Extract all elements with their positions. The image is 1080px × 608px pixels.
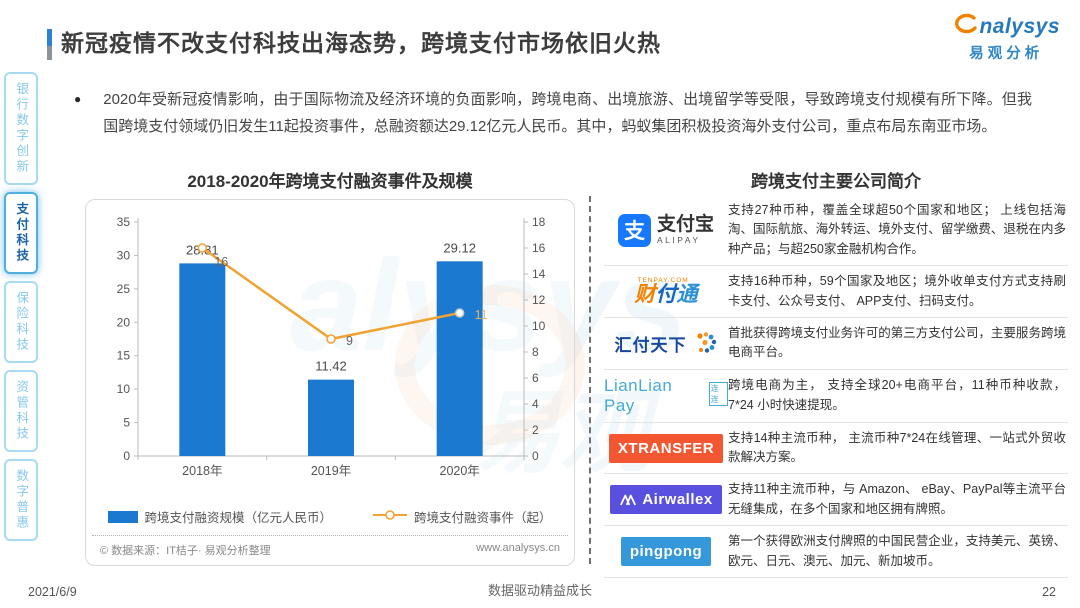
tenpay-logo: TENPAY.COM 财付通 bbox=[634, 276, 698, 307]
chapter-sidebar: 银行数字创新支付科技保险科技资管科技数字普惠 bbox=[4, 72, 38, 541]
company-logo: 支支付宝 ALIPAY bbox=[604, 213, 728, 247]
sidebar-tab-label: 资管科技 bbox=[14, 380, 29, 442]
sidebar-tab-4[interactable]: 资管科技 bbox=[4, 370, 38, 452]
legend-bar-label: 跨境支付融资规模（亿元人民币） bbox=[144, 511, 332, 525]
footer-date: 2021/6/9 bbox=[28, 585, 77, 599]
sidebar-tab-5[interactable]: 数字普惠 bbox=[4, 459, 38, 541]
svg-text:14: 14 bbox=[532, 267, 546, 281]
svg-text:2019年: 2019年 bbox=[311, 464, 351, 478]
alipay-logo: 支支付宝 ALIPAY bbox=[617, 213, 714, 247]
company-row: 汇付天下 首批获得跨境支付业务许可的第三方支付公司，主要服务跨境电商平台。 bbox=[604, 318, 1068, 370]
sidebar-tab-label: 银行数字创新 bbox=[14, 82, 29, 175]
vertical-dashed-divider bbox=[589, 196, 591, 564]
company-description: 首批获得跨境支付业务许可的第三方支付公司，主要服务跨境电商平台。 bbox=[728, 325, 1066, 360]
airwallex-mark-icon bbox=[620, 494, 637, 506]
company-description: 支持27种币种，覆盖全球超50个国家和地区； 上线包括海淘、国际航旅、海外转运、… bbox=[728, 203, 1066, 256]
analysys-chinese-name: 易观分析 bbox=[969, 46, 1044, 62]
company-row: pingpong 第一个获得欧洲支付牌照的中国民营企业，支持美元、英镑、欧元、日元… bbox=[604, 526, 1068, 578]
sidebar-tab-1[interactable]: 银行数字创新 bbox=[4, 72, 38, 185]
sidebar-tab-2[interactable]: 支付科技 bbox=[4, 192, 38, 274]
airwallex-logo: Airwallex bbox=[610, 485, 722, 515]
svg-text:9: 9 bbox=[346, 334, 353, 348]
svg-text:16: 16 bbox=[532, 241, 546, 255]
svg-text:20: 20 bbox=[117, 315, 131, 329]
svg-text:16: 16 bbox=[214, 255, 228, 269]
company-row: 支支付宝 ALIPAY 支持27种币种，覆盖全球超50个国家和地区； 上线包括海淘、… bbox=[604, 195, 1068, 267]
company-logo: LianLian Pay 连连 bbox=[604, 376, 728, 416]
svg-text:29.12: 29.12 bbox=[443, 240, 476, 255]
pingpong-logo: pingpong bbox=[620, 537, 712, 566]
data-source: © 数据来源：IT桔子· 易观分析整理 bbox=[100, 545, 271, 557]
svg-text:30: 30 bbox=[117, 248, 131, 262]
companies-section: 跨境支付主要公司简介 支支付宝 ALIPAY 支持27种币种，覆盖全球超50个国家和… bbox=[604, 167, 1068, 578]
huifu-mark-icon bbox=[696, 332, 716, 353]
legend-bar-swatch bbox=[108, 510, 139, 523]
analysys-logo: nalysys 易观分析 bbox=[952, 12, 1060, 63]
legend-line-swatch bbox=[372, 509, 408, 524]
company-logo: Airwallex bbox=[604, 485, 728, 515]
svg-text:8: 8 bbox=[532, 345, 539, 359]
chart-source-row: © 数据来源：IT桔子· 易观分析整理 www.analysys.cn bbox=[92, 535, 568, 563]
footer-slogan: 数据驱动精益成长 bbox=[487, 583, 592, 598]
title-accent-bar bbox=[47, 29, 52, 60]
svg-text:2020年: 2020年 bbox=[440, 464, 480, 478]
company-row: TENPAY.COM 财付通 支持16种币种，59个国家及地区；境外收单支付方式支持… bbox=[604, 266, 1068, 318]
svg-text:12: 12 bbox=[532, 293, 546, 307]
svg-text:5: 5 bbox=[123, 416, 130, 430]
bullet-icon: ● bbox=[74, 92, 82, 106]
chart-section: 2018-2020年跨境支付融资事件及规模 0 5 10 15 20 25 30 35 0 2 4 6… bbox=[85, 167, 575, 566]
svg-text:0: 0 bbox=[123, 449, 130, 463]
svg-text:11.42: 11.42 bbox=[315, 359, 347, 374]
legend-item-bar: 跨境支付融资规模（亿元人民币） bbox=[108, 507, 332, 526]
svg-text:15: 15 bbox=[117, 349, 131, 363]
summary-block: ● 2020年受新冠疫情影响，由于国际物流及经济环境的负面影响，跨境电商、出境旅… bbox=[74, 87, 1032, 140]
svg-text:2: 2 bbox=[532, 423, 539, 437]
legend-line-label: 跨境支付融资事件（起） bbox=[414, 511, 552, 525]
companies-title: 跨境支付主要公司简介 bbox=[751, 172, 921, 191]
svg-text:10: 10 bbox=[117, 382, 131, 396]
analysys-swirl-icon bbox=[952, 12, 978, 41]
sidebar-tab-label: 保险科技 bbox=[14, 291, 29, 353]
huifu-logo: 汇付天下 bbox=[615, 331, 718, 356]
chart-card: 0510152025303502468101214161828.8111.422… bbox=[85, 199, 575, 566]
company-row: Airwallex 支持11种主流币种，与 Amazon、 eBay、PayPal… bbox=[604, 474, 1068, 527]
company-description: 跨境电商为主， 支持全球20+电商平台，11种币种收款，7*24 小时快速提现。 bbox=[728, 378, 1066, 412]
chart-title: 2018-2020年跨境支付融资事件及规模 bbox=[187, 172, 473, 191]
svg-text:10: 10 bbox=[532, 319, 546, 333]
combo-chart: 0510152025303502468101214161828.8111.422… bbox=[92, 208, 568, 507]
summary-text: 2020年受新冠疫情影响，由于国际物流及经济环境的负面影响，跨境电商、出境旅游、… bbox=[103, 91, 1032, 135]
company-row: XTRANSFER 支持14种主流币种， 主流币种7*24在线管理、一站式外贸收款… bbox=[604, 423, 1068, 475]
sidebar-tab-label: 支付科技 bbox=[14, 202, 29, 264]
website-link[interactable]: www.analysys.cn bbox=[476, 542, 560, 554]
svg-text:0: 0 bbox=[532, 449, 539, 463]
company-logo: pingpong bbox=[604, 537, 728, 566]
page-title: 新冠疫情不改支付科技出海态势，跨境支付市场依旧火热 bbox=[61, 30, 661, 56]
svg-text:11: 11 bbox=[475, 308, 488, 322]
sidebar-tab-3[interactable]: 保险科技 bbox=[4, 281, 38, 363]
company-description: 支持11种主流币种，与 Amazon、 eBay、PayPal等主流平台无缝集成… bbox=[728, 482, 1066, 516]
chart-legend: 跨境支付融资规模（亿元人民币） 跨境支付融资事件（起） bbox=[92, 507, 568, 526]
svg-text:25: 25 bbox=[117, 282, 131, 296]
company-description: 支持14种主流币种， 主流币种7*24在线管理、一站式外贸收款解决方案。 bbox=[728, 430, 1066, 464]
sidebar-tab-label: 数字普惠 bbox=[14, 469, 29, 531]
companies-list: 支支付宝 ALIPAY 支持27种币种，覆盖全球超50个国家和地区； 上线包括海淘、… bbox=[604, 195, 1068, 578]
company-logo: 汇付天下 bbox=[604, 331, 728, 356]
svg-text:4: 4 bbox=[532, 397, 539, 411]
svg-text:6: 6 bbox=[532, 371, 539, 385]
footer-page-number: 22 bbox=[1042, 585, 1056, 599]
lianlianpay-logo: LianLian Pay 连连 bbox=[604, 376, 728, 416]
xtransfer-logo: XTRANSFER bbox=[608, 433, 724, 463]
alipay-icon: 支 bbox=[617, 213, 651, 247]
company-logo: XTRANSFER bbox=[604, 433, 728, 463]
company-description: 支持16种币种，59个国家及地区；境外收单支付方式支持刷卡支付、公众号支付、 A… bbox=[728, 274, 1066, 308]
analysys-wordmark: nalysys bbox=[979, 14, 1060, 38]
company-logo: TENPAY.COM 财付通 bbox=[604, 276, 728, 307]
legend-item-line: 跨境支付融资事件（起） bbox=[372, 507, 552, 526]
company-description: 第一个获得欧洲支付牌照的中国民营企业，支持美元、英镑、欧元、日元、澳元、加元、新… bbox=[728, 534, 1066, 568]
company-row: LianLian Pay 连连 跨境电商为主， 支持全球20+电商平台，11种币种收… bbox=[604, 370, 1068, 423]
svg-text:2018年: 2018年 bbox=[182, 464, 222, 478]
svg-text:18: 18 bbox=[532, 215, 546, 229]
svg-text:35: 35 bbox=[117, 215, 131, 229]
